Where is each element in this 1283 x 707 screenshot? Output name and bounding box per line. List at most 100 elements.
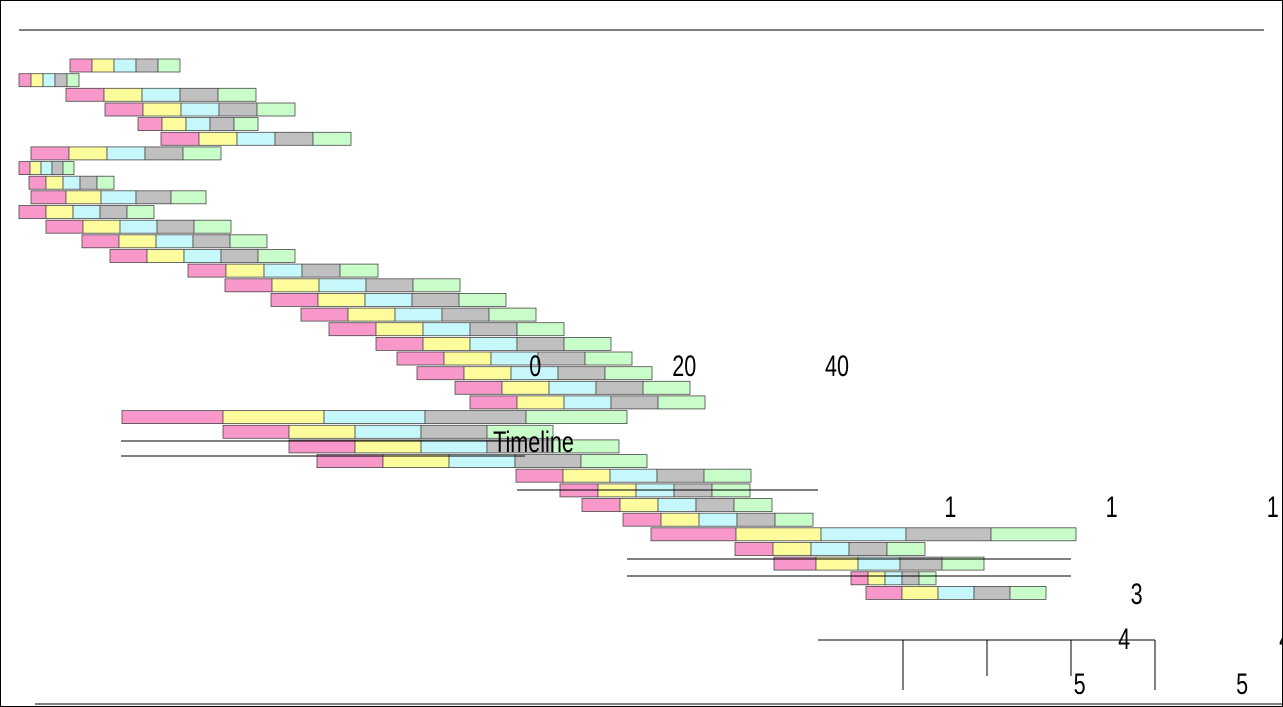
bar-row-8-seg-2 (29, 161, 42, 176)
bar-row-33-seg-3 (820, 527, 907, 542)
bar-row-14-seg-5 (257, 249, 296, 263)
bar-row-1-seg-4 (135, 58, 159, 73)
bar-row-29-seg-1 (515, 468, 564, 483)
bar-row-18-seg-3 (394, 307, 443, 322)
bar-row-1-seg-1 (69, 58, 93, 73)
bar-row-26-seg-4 (420, 424, 488, 439)
bar-row-26-seg-2 (288, 424, 356, 439)
bar-row-37-seg-1 (865, 586, 903, 600)
bar-row-21-seg-5 (584, 351, 633, 366)
bar-row-18-seg-1 (300, 307, 349, 322)
bar-row-6-seg-1 (160, 131, 200, 146)
bar-row-36-seg-1 (850, 571, 869, 586)
bar-row-9-seg-5 (96, 175, 115, 190)
bar-row-17-seg-2 (317, 292, 366, 307)
bar-row-25-seg-2 (222, 410, 325, 425)
bar-row-34-seg-4 (848, 542, 888, 556)
bar-row-8-seg-5 (62, 161, 75, 176)
bar-row-14-seg-3 (183, 249, 222, 263)
bar-row-5-seg-3 (185, 117, 211, 131)
bar-row-28-seg-1 (316, 454, 384, 469)
bar-row-3-seg-3 (141, 87, 181, 102)
bar-row-36-seg-5 (918, 571, 937, 586)
bar-row-28-seg-2 (382, 454, 450, 469)
bar-row-32-seg-3 (698, 512, 738, 527)
bar-row-24-seg-1 (469, 395, 518, 410)
bar-row-32-seg-4 (736, 512, 776, 527)
bar-row-10-seg-2 (65, 190, 102, 205)
tick-label-20: 20 (672, 348, 696, 382)
bar-row-26-seg-1 (222, 424, 290, 439)
bar-row-21-seg-4 (537, 351, 586, 366)
bar-row-15-seg-2 (225, 263, 265, 278)
bar-row-10-seg-5 (170, 190, 207, 205)
bar-row-32-seg-2 (660, 512, 700, 527)
bar-row-37-seg-4 (973, 586, 1011, 600)
bar-row-27-seg-5 (552, 439, 620, 454)
bar-row-9-seg-4 (79, 175, 98, 190)
bar-row-5-seg-5 (233, 117, 259, 131)
bar-row-33-seg-1 (650, 527, 737, 542)
annotation-5-a: 5 (1074, 666, 1086, 700)
bar-row-33-seg-4 (905, 527, 992, 542)
bar-row-29-seg-2 (562, 468, 611, 483)
bar-row-17-seg-4 (411, 292, 460, 307)
bar-row-20-seg-3 (469, 336, 518, 351)
bar-row-5-seg-4 (209, 117, 235, 131)
bar-row-34-seg-2 (772, 542, 812, 556)
bar-row-37-seg-2 (901, 586, 939, 600)
bar-row-6-seg-5 (312, 131, 352, 146)
bar-row-32-seg-1 (622, 512, 662, 527)
bar-row-23-seg-5 (642, 380, 691, 395)
bar-row-14-seg-1 (109, 249, 148, 263)
bar-row-10-seg-3 (100, 190, 137, 205)
bar-row-36-seg-4 (901, 571, 920, 586)
bar-row-11-seg-1 (18, 205, 47, 219)
bar-row-37-seg-5 (1009, 586, 1047, 600)
bar-layer (18, 58, 1077, 600)
bar-row-29-seg-4 (656, 468, 705, 483)
bar-row-34-seg-5 (886, 542, 926, 556)
bar-row-8-seg-1 (18, 161, 31, 176)
bar-row-25-seg-1 (121, 410, 224, 425)
bar-row-26-seg-3 (354, 424, 422, 439)
bar-row-6-seg-3 (236, 131, 276, 146)
bar-row-20-seg-5 (563, 336, 612, 351)
bar-row-14-seg-2 (146, 249, 185, 263)
bar-row-15-seg-5 (339, 263, 379, 278)
bar-row-3-seg-5 (217, 87, 257, 102)
bar-row-7-seg-2 (68, 146, 108, 161)
bar-row-34-seg-3 (810, 542, 850, 556)
annotation-4-b: 4 (1279, 621, 1283, 655)
bar-row-13-seg-2 (118, 234, 157, 249)
bar-row-3-seg-1 (65, 87, 105, 102)
bar-row-11-seg-4 (99, 205, 128, 219)
annotation-5-b: 5 (1236, 666, 1248, 700)
bar-row-11-seg-2 (45, 205, 74, 219)
bar-row-29-seg-3 (609, 468, 658, 483)
bar-row-3-seg-2 (103, 87, 143, 102)
bar-row-8-seg-4 (51, 161, 64, 176)
line-layer (19, 29, 1283, 705)
annotation-3-a: 3 (1131, 576, 1143, 610)
bar-row-22-seg-1 (416, 366, 465, 381)
bar-row-1-seg-2 (91, 58, 115, 73)
bar-row-34-seg-1 (734, 542, 774, 556)
bar-row-31-seg-3 (657, 498, 697, 512)
bar-row-29-seg-5 (703, 468, 752, 483)
bar-row-10-seg-1 (30, 190, 67, 205)
bar-row-11-seg-3 (72, 205, 101, 219)
bar-row-18-seg-5 (488, 307, 537, 322)
bar-row-25-seg-5 (525, 410, 628, 425)
bar-row-15-seg-4 (301, 263, 341, 278)
bar-row-8-seg-3 (40, 161, 53, 176)
bar-row-23-seg-4 (595, 380, 644, 395)
bar-row-31-seg-4 (695, 498, 735, 512)
bar-row-16-seg-5 (412, 278, 461, 293)
bar-row-31-seg-2 (619, 498, 659, 512)
bar-row-27-seg-3 (420, 439, 488, 454)
bar-row-3-seg-4 (179, 87, 219, 102)
bar-row-13-seg-3 (155, 234, 194, 249)
bar-row-27-seg-1 (288, 439, 356, 454)
annotation-4-a: 4 (1118, 621, 1130, 655)
